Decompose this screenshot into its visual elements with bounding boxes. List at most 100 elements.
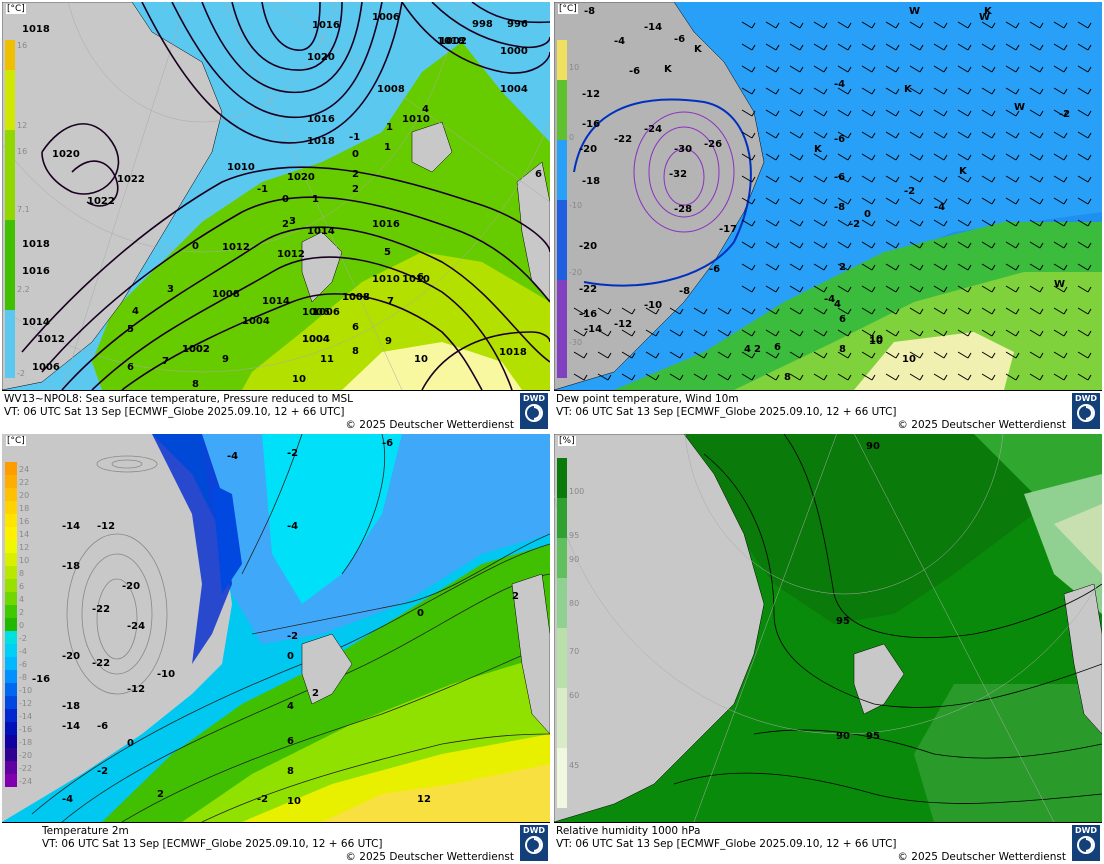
sst-label: 10 (414, 354, 428, 365)
wind-barb (765, 285, 780, 293)
legend-swatch (5, 761, 17, 774)
pressure-label: 1016 (312, 20, 340, 31)
t2m-label: -22 (92, 604, 110, 615)
legend-tick: -4 (19, 647, 27, 656)
wind-barb (741, 87, 756, 95)
dewpoint-label: K (814, 144, 823, 155)
wind-barb (813, 307, 828, 315)
legend-tick: 100 (569, 487, 584, 496)
wind-barb (1077, 197, 1092, 205)
wind-barb (789, 65, 804, 73)
wind-barb (933, 263, 948, 271)
dwd-logo: DWD (1072, 825, 1100, 861)
wind-barb (981, 351, 996, 359)
wind-barb (741, 109, 756, 117)
dewpoint-label: K (664, 64, 673, 75)
wind-barb (885, 43, 900, 51)
t2m-label: 0 (127, 738, 134, 749)
dewpoint-label: -6 (709, 264, 720, 275)
wind-barb (669, 307, 684, 315)
wind-barb (885, 131, 900, 139)
wind-barb (1005, 87, 1020, 95)
sst-label: 5 (384, 247, 391, 258)
wind-barb (1029, 175, 1044, 183)
wind-barb (957, 373, 972, 381)
wind-barb (837, 109, 852, 117)
wind-barb (981, 219, 996, 227)
wind-barb (1029, 241, 1044, 249)
legend-swatch (5, 657, 17, 670)
wind-barb (861, 307, 876, 315)
legend-swatch (5, 644, 17, 657)
dwd-logo: DWD (520, 825, 548, 861)
t2m-label: -22 (92, 658, 110, 669)
wind-barb (813, 263, 828, 271)
wind-barb (861, 329, 876, 337)
wind-barb (1029, 329, 1044, 337)
wind-barb (1053, 197, 1068, 205)
wind-barb (1005, 65, 1020, 73)
wind-barb (693, 351, 708, 359)
legend-tick: 6 (19, 582, 24, 591)
dewpoint-label: -8 (679, 286, 690, 297)
legend-tick: 16 (19, 517, 29, 526)
wind-barb (717, 329, 732, 337)
legend-tick: -10 (569, 201, 582, 210)
legend-tick: 70 (569, 647, 579, 656)
wind-barb (861, 263, 876, 271)
wind-barb (837, 65, 852, 73)
wind-barb (1053, 153, 1068, 161)
wind-barb (741, 197, 756, 205)
wind-barb (741, 241, 756, 249)
pressure-label: 998 (472, 19, 493, 30)
wind-barb (957, 197, 972, 205)
wind-barb (645, 307, 660, 315)
dwd-logo: DWD (520, 393, 548, 429)
wind-barb (765, 219, 780, 227)
dewpoint-label: -14 (644, 22, 662, 33)
wind-barb (981, 21, 996, 29)
t2m-label: -12 (127, 684, 145, 695)
pressure-label: 1002 (182, 344, 210, 355)
legend-tick: 2 (19, 608, 24, 617)
sst-mslp-panel: 1018 1020 1022 1022 1018 1016 1014 1012 1006 1020… (2, 2, 550, 430)
pressure-label: 1010 (402, 114, 430, 125)
sst-label: -1 (257, 184, 268, 195)
sst-label: 7 (387, 296, 394, 307)
wind-barb (885, 153, 900, 161)
wind-barb (1029, 153, 1044, 161)
wind-barb (1053, 373, 1068, 381)
t2m-label: -20 (62, 651, 80, 662)
wind-barb (1029, 373, 1044, 381)
wind-barb (621, 351, 636, 359)
sst-label: 0 (282, 194, 289, 205)
wind-barb (597, 373, 612, 381)
dewpoint-label: -12 (614, 319, 632, 330)
graticule (2, 2, 550, 390)
t2m-label: -6 (382, 438, 393, 449)
t2m-label: -10 (157, 669, 175, 680)
wind-barb (885, 285, 900, 293)
wind-barb (837, 263, 852, 271)
wind-barb (741, 21, 756, 29)
wind-barb (933, 285, 948, 293)
legend-swatch (5, 735, 17, 748)
t2m-label: 0 (417, 608, 424, 619)
wind-barb (837, 175, 852, 183)
rh-label: 90 (866, 441, 880, 452)
dewpoint-label: -2 (849, 219, 860, 230)
sst-label: 9 (222, 354, 229, 365)
rh-legend-colorbar: 100 95 90 80 70 60 45 (557, 458, 584, 808)
wind-barb (909, 219, 924, 227)
wind-barb (765, 109, 780, 117)
t2m-label: -14 (62, 721, 80, 732)
pressure-label: 996 (507, 19, 528, 30)
wind-barb (885, 65, 900, 73)
dewpoint-label: W (909, 6, 920, 17)
dewpoint-label: 8 (839, 344, 846, 355)
legend-tick: -14 (19, 712, 32, 721)
legend-tick: 18 (19, 504, 29, 513)
dewpoint-label: 8 (784, 372, 791, 383)
dewpoint-label: -22 (614, 134, 632, 145)
wind-barb (1005, 307, 1020, 315)
